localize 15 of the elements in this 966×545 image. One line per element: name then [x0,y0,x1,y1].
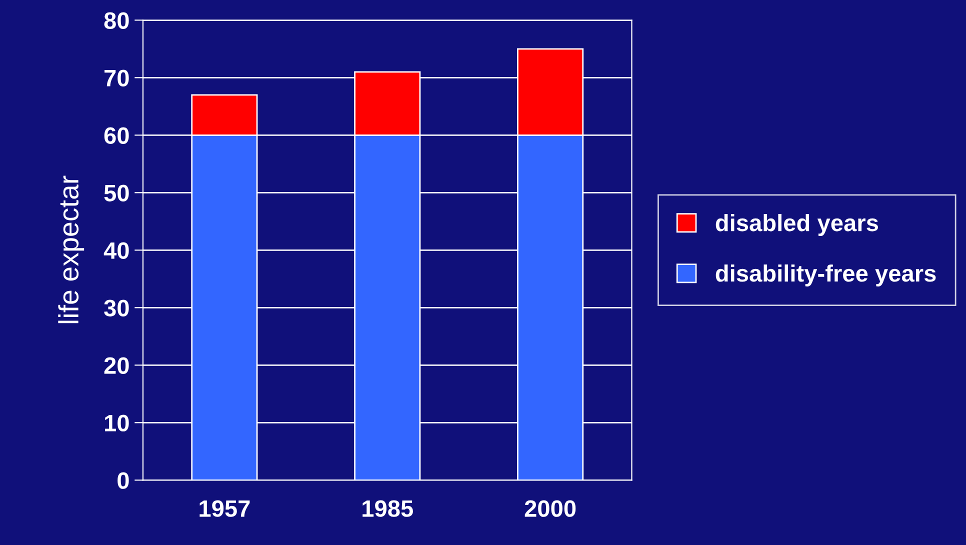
y-tick-label: 30 [104,300,129,316]
legend-label: disabled years [716,214,878,236]
y-tick-label: 80 [104,12,129,29]
x-tick-label: 1957 [200,500,250,517]
x-tick-label: 2000 [524,500,576,517]
y-tick-label: 10 [105,414,129,432]
y-tick-label: 40 [104,242,129,259]
y-tick-label: 20 [104,357,129,374]
y-axis-title: life expectar [58,176,84,324]
legend-label: disability-free years [716,264,936,286]
y-tick-label: 70 [104,70,129,86]
x-tick-label: 1985 [362,500,413,517]
y-tick-label: 0 [118,472,129,489]
y-tick-label: 50 [104,184,129,202]
y-tick-label: 60 [104,127,129,144]
